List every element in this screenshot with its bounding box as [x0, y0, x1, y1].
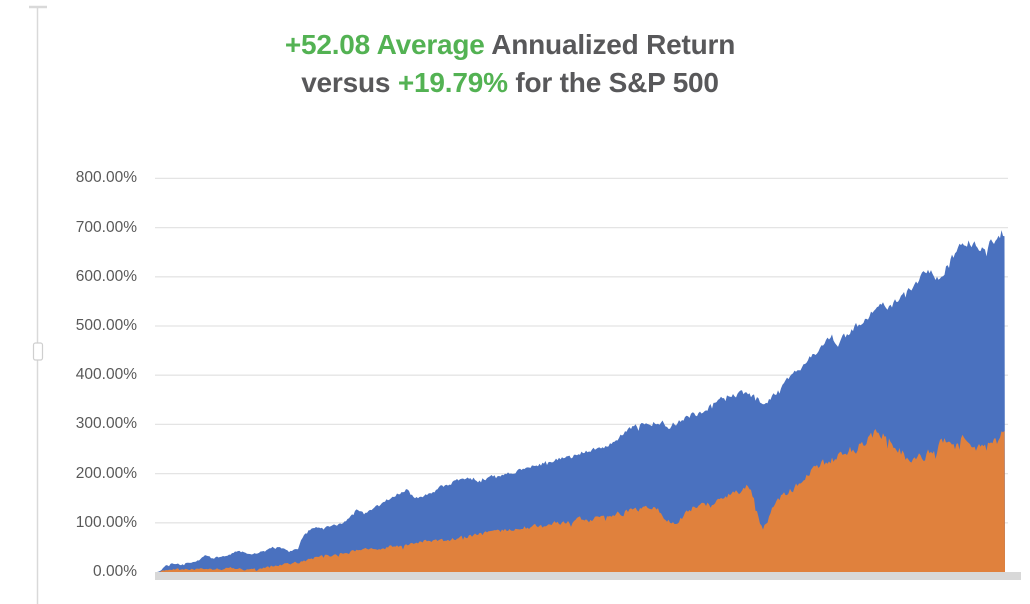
pane-splitter-handle[interactable]: [32, 342, 44, 361]
title-sp500-return-value: +19.79%: [397, 67, 508, 98]
x-axis-baseline-bar: [155, 572, 1021, 580]
chart-title-line2: versus +19.79% for the S&P 500: [140, 64, 880, 102]
series-group: [157, 230, 1005, 572]
y-axis-tick-label: 0.00%: [93, 563, 137, 580]
y-axis-tick-label: 200.00%: [75, 464, 137, 482]
title-average-return-value: +52.08 Average: [284, 29, 485, 60]
strategy-area-series: [157, 230, 1005, 572]
sp500-area-series: [157, 429, 1005, 572]
y-axis-tick-label: 800.00%: [75, 169, 137, 187]
y-axis-tick-label: 700.00%: [75, 218, 137, 236]
title-sp500-text: for the S&P 500: [507, 67, 719, 98]
y-axis-tick-label: 100.00%: [75, 513, 137, 531]
y-axis-tick-label: 400.00%: [75, 366, 137, 384]
chart-title: +52.08 Average Annualized Return versus …: [140, 26, 880, 102]
chart-title-line1: +52.08 Average Annualized Return: [140, 26, 880, 64]
title-annualized-return-text: Annualized Return: [484, 29, 736, 60]
y-axis-tick-label: 600.00%: [75, 267, 137, 285]
title-versus-text: versus: [301, 67, 398, 98]
y-axis-tick-label: 300.00%: [75, 415, 137, 433]
y-axis-tick-label: 500.00%: [75, 317, 137, 334]
